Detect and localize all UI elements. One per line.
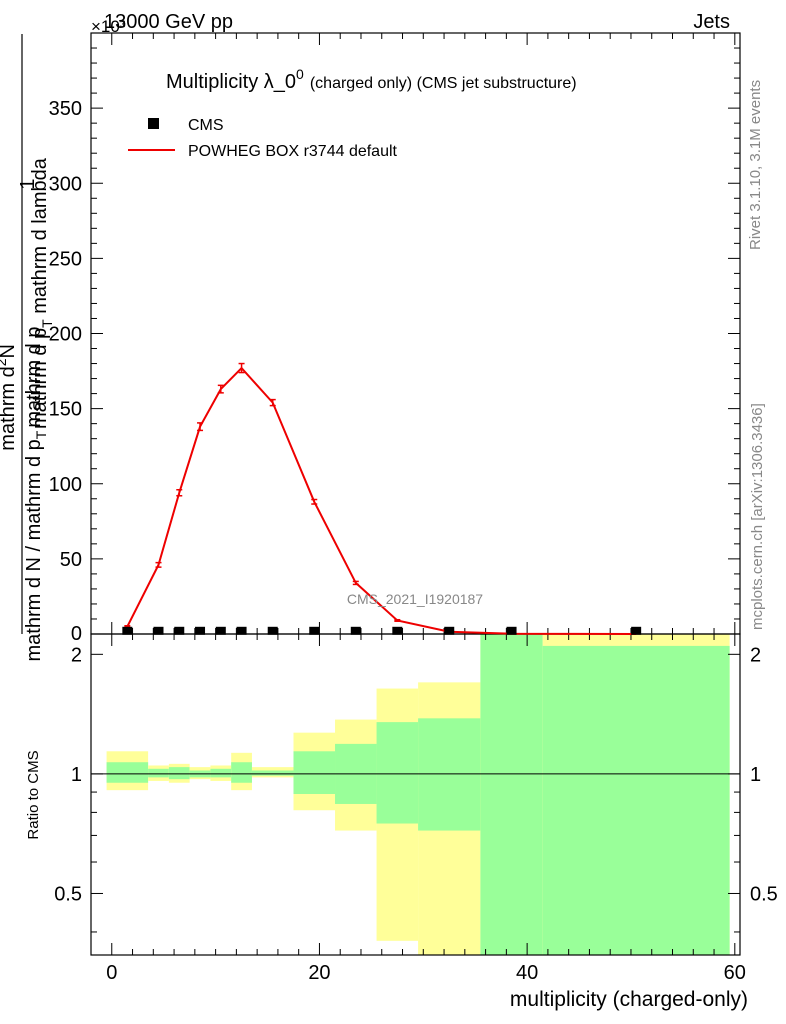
ylabel-right-top: mathrm d2N [0, 344, 19, 451]
y-axis-label: 1 mathrm d N / mathrm d pTmathrm d p mat… [0, 34, 55, 662]
axis-ticks: 0 20 40 60 50 100 150 200 250 300 350 0 0.5 0.5 1 1 2 2 [49, 33, 778, 984]
y-tick-label: 250 [49, 248, 82, 270]
ratio-tick-label-right: 2 [750, 644, 761, 666]
y-tick-label: 50 [60, 549, 82, 571]
ratio-tick-label: 1 [71, 764, 82, 786]
y-tick-label: 100 [49, 474, 82, 496]
cms-point [444, 626, 455, 635]
cms-point [122, 626, 133, 635]
ratio-tick-label-right: 1 [750, 764, 761, 786]
ratio-tick-label: 2 [71, 644, 82, 666]
ratio-band-green-1 [148, 768, 169, 778]
ylabel-right-bottom: mathrm d pT mathrm d lambda [29, 157, 55, 429]
ratio-band-green-2 [168, 767, 190, 780]
x-tick-label: 40 [516, 962, 538, 984]
header-right: Jets [693, 11, 730, 33]
cms-point [631, 626, 642, 635]
series-group [122, 362, 642, 635]
legend-cms-label: CMS [188, 117, 224, 134]
x-axis-label: multiplicity (charged-only) [510, 988, 748, 1011]
cms-point [392, 626, 403, 635]
ratio-band-green-0 [106, 762, 149, 783]
cms-point [506, 626, 517, 635]
y-tick-label: 350 [49, 98, 82, 120]
header-left: 13000 GeV pp [104, 11, 233, 33]
cms-point [215, 626, 226, 635]
y-tick-label: 300 [49, 173, 82, 195]
ratio-bands [106, 634, 730, 955]
ratio-band-green-11 [480, 634, 543, 955]
legend-cms-marker [148, 118, 159, 129]
ratio-band-green-12 [542, 645, 730, 955]
cms-point [309, 626, 320, 635]
y-tick-label: 200 [49, 324, 82, 346]
x-tick-label: 0 [106, 962, 117, 984]
analysis-watermark: CMS_2021_I1920187 [347, 591, 483, 607]
y-tick-label: 150 [49, 399, 82, 421]
ratio-tick-label: 0.5 [54, 883, 82, 905]
plot-title: Multiplicity λ_00(charged only) (CMS jet… [166, 66, 577, 93]
cms-point [267, 626, 278, 635]
legend-powheg-label: POWHEG BOX r3744 default [188, 143, 398, 160]
y-exponent: ×10³ [91, 17, 126, 36]
ratio-band-green-7 [293, 751, 336, 794]
ratio-band-green-4 [210, 768, 232, 778]
ylabel-frac-top: 1 [17, 178, 39, 189]
y-tick-label-zero: 0 [71, 623, 82, 645]
ratio-band-green-6 [251, 770, 294, 776]
cms-point [153, 626, 164, 635]
cms-point [195, 626, 206, 635]
ratio-band-green-10 [418, 718, 481, 831]
ratio-band-green-9 [376, 722, 419, 824]
cms-point [236, 626, 247, 635]
ratio-band-green-5 [231, 762, 252, 783]
mcplots-info: mcplots.cern.ch [arXiv:1306.3436] [749, 403, 766, 630]
ratio-frame [90, 633, 741, 956]
x-tick-label: 60 [724, 962, 746, 984]
rivet-info: Rivet 3.1.10, 3.1M events [747, 80, 764, 250]
cms-point [174, 626, 185, 635]
x-tick-label: 20 [308, 962, 330, 984]
ratio-tick-label-right: 0.5 [750, 883, 778, 905]
cms-point [350, 626, 361, 635]
ylabel-frac-bottom: mathrm d N / mathrm d pTmathrm d p [23, 327, 49, 662]
ratio-y-label: Ratio to CMS [25, 750, 42, 839]
